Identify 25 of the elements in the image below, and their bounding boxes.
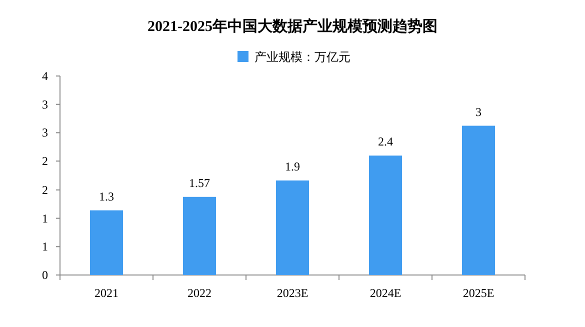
x-tick-label: 2021 (94, 286, 118, 300)
x-tick-label: 2024E (370, 286, 402, 300)
y-tick-label: 3 (42, 126, 48, 140)
y-tick-label: 4 (42, 69, 48, 83)
data-label: 1.57 (189, 176, 210, 190)
y-tick-label: 1 (42, 211, 48, 226)
data-label: 2.4 (378, 134, 393, 149)
bar (90, 210, 123, 275)
y-tick-label: 0 (42, 268, 48, 282)
bar (369, 156, 402, 275)
x-tick-label: 2025E (462, 286, 494, 300)
data-label: 1.3 (99, 189, 114, 204)
y-tick-label: 3 (42, 97, 48, 112)
bar (462, 126, 495, 275)
y-tick-label: 2 (42, 182, 48, 197)
bar (183, 196, 216, 275)
x-tick-label: 2023E (276, 286, 308, 300)
bar (276, 180, 309, 275)
data-label: 3 (476, 104, 482, 119)
y-tick-label: 2 (42, 154, 48, 168)
legend-label: 产业规模：万亿元 (254, 50, 350, 64)
chart-title: 2021-2025年中国大数据产业规模预测趋势图 (148, 18, 438, 35)
x-tick-label: 2022 (188, 286, 212, 300)
data-label: 1.9 (285, 159, 300, 174)
y-tick-label: 1 (42, 240, 48, 254)
